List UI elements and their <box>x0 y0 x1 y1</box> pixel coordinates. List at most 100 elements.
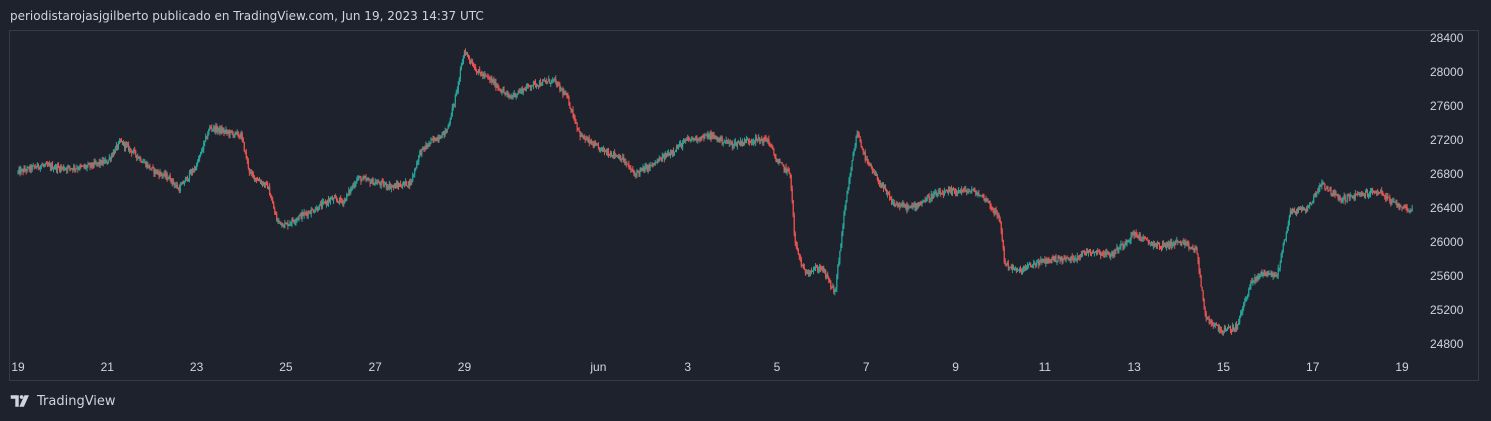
candle-body <box>1300 208 1303 210</box>
candle-body <box>814 266 817 270</box>
y-tick-label: 26000 <box>1430 235 1464 249</box>
candle-body <box>338 201 340 203</box>
candle-body <box>1335 194 1337 196</box>
candle-body <box>191 170 194 173</box>
candle-body <box>49 164 52 169</box>
candle-body <box>1017 269 1020 271</box>
candle-body <box>132 152 134 154</box>
candle-body <box>1306 209 1308 212</box>
candle-body <box>1191 247 1193 249</box>
candle-body <box>778 161 780 163</box>
candle-body <box>766 140 768 142</box>
candle-body <box>308 211 310 214</box>
candle-body <box>160 172 162 175</box>
candle-body <box>1320 184 1322 187</box>
candle-body <box>1295 212 1298 214</box>
candle-body <box>694 138 696 141</box>
candle-body <box>1294 212 1297 214</box>
candle-body <box>819 266 822 269</box>
candle-body <box>682 142 684 148</box>
candle-body <box>1338 196 1340 200</box>
candle-body <box>795 242 797 246</box>
candle-body <box>930 194 932 199</box>
candle-body <box>707 134 709 139</box>
candle-body <box>912 205 914 208</box>
candle-body <box>736 142 738 146</box>
candle-body <box>1151 242 1153 246</box>
footer-brand[interactable]: TradingView <box>10 393 116 409</box>
candle-body <box>573 117 575 119</box>
candle-body <box>540 84 543 86</box>
candle-body <box>1402 207 1404 209</box>
candle-body <box>1248 289 1250 296</box>
candle-body <box>469 60 472 63</box>
candle-body <box>1388 197 1390 199</box>
candle-body <box>792 200 794 216</box>
candle-body <box>419 150 421 156</box>
candle-body <box>1149 242 1151 244</box>
candle-body <box>677 146 680 149</box>
candle-body <box>1226 328 1229 331</box>
candle-body <box>1164 243 1167 248</box>
candle-body <box>305 212 307 214</box>
x-tick-label: 25 <box>279 360 293 374</box>
candle-body <box>319 203 321 205</box>
candle-body <box>994 210 996 214</box>
candle-body <box>18 169 20 172</box>
candle-body <box>255 177 258 181</box>
candle-body <box>1371 189 1374 193</box>
candle-body <box>1331 192 1333 194</box>
candle-body <box>264 182 267 186</box>
candle-body <box>503 89 505 93</box>
candle-body <box>1140 239 1142 241</box>
candle-body <box>413 174 415 176</box>
candle-body <box>1209 320 1211 324</box>
candle-body <box>696 136 698 141</box>
candle-body <box>19 169 21 174</box>
candle-body <box>65 168 67 170</box>
candle-body <box>1367 194 1370 197</box>
candle-body <box>1307 207 1309 212</box>
candle-body <box>389 184 391 189</box>
candle-body <box>89 163 91 167</box>
y-tick-label: 24800 <box>1430 337 1464 351</box>
candle-body <box>212 129 214 131</box>
candle-body <box>75 168 77 170</box>
candle-body <box>392 186 395 188</box>
candle-body <box>586 138 588 140</box>
candle-body <box>900 204 902 207</box>
candle-body <box>130 148 132 151</box>
candle-body <box>74 166 76 170</box>
candle-body <box>521 88 523 93</box>
candle-body <box>1389 197 1391 202</box>
candle-body <box>466 53 469 55</box>
candle-body <box>1204 308 1206 313</box>
candle-body <box>183 182 186 184</box>
candle-body <box>605 151 608 154</box>
candle-body <box>1030 263 1032 267</box>
candle-body <box>743 139 746 143</box>
candle-body <box>805 272 807 274</box>
candle-body <box>1264 270 1266 273</box>
candle-body <box>1081 251 1083 257</box>
candle-body <box>330 197 333 199</box>
candle-body <box>816 266 819 271</box>
candle-body <box>852 154 854 161</box>
candle-body <box>137 156 139 158</box>
candle-body <box>1110 256 1112 258</box>
candle-body <box>1246 297 1248 299</box>
candle-body <box>639 170 641 174</box>
candle-body <box>771 145 773 147</box>
candle-body <box>884 187 887 190</box>
candle-body <box>1174 242 1176 246</box>
candle-body <box>216 126 218 132</box>
candle-body <box>278 220 280 222</box>
candle-body <box>1007 263 1009 268</box>
chart-frame[interactable] <box>9 30 1479 381</box>
candle-body <box>502 89 504 93</box>
candle-body <box>1141 239 1143 241</box>
candle-body <box>17 171 19 173</box>
candle-body <box>1194 249 1196 251</box>
candle-body <box>1099 252 1101 254</box>
